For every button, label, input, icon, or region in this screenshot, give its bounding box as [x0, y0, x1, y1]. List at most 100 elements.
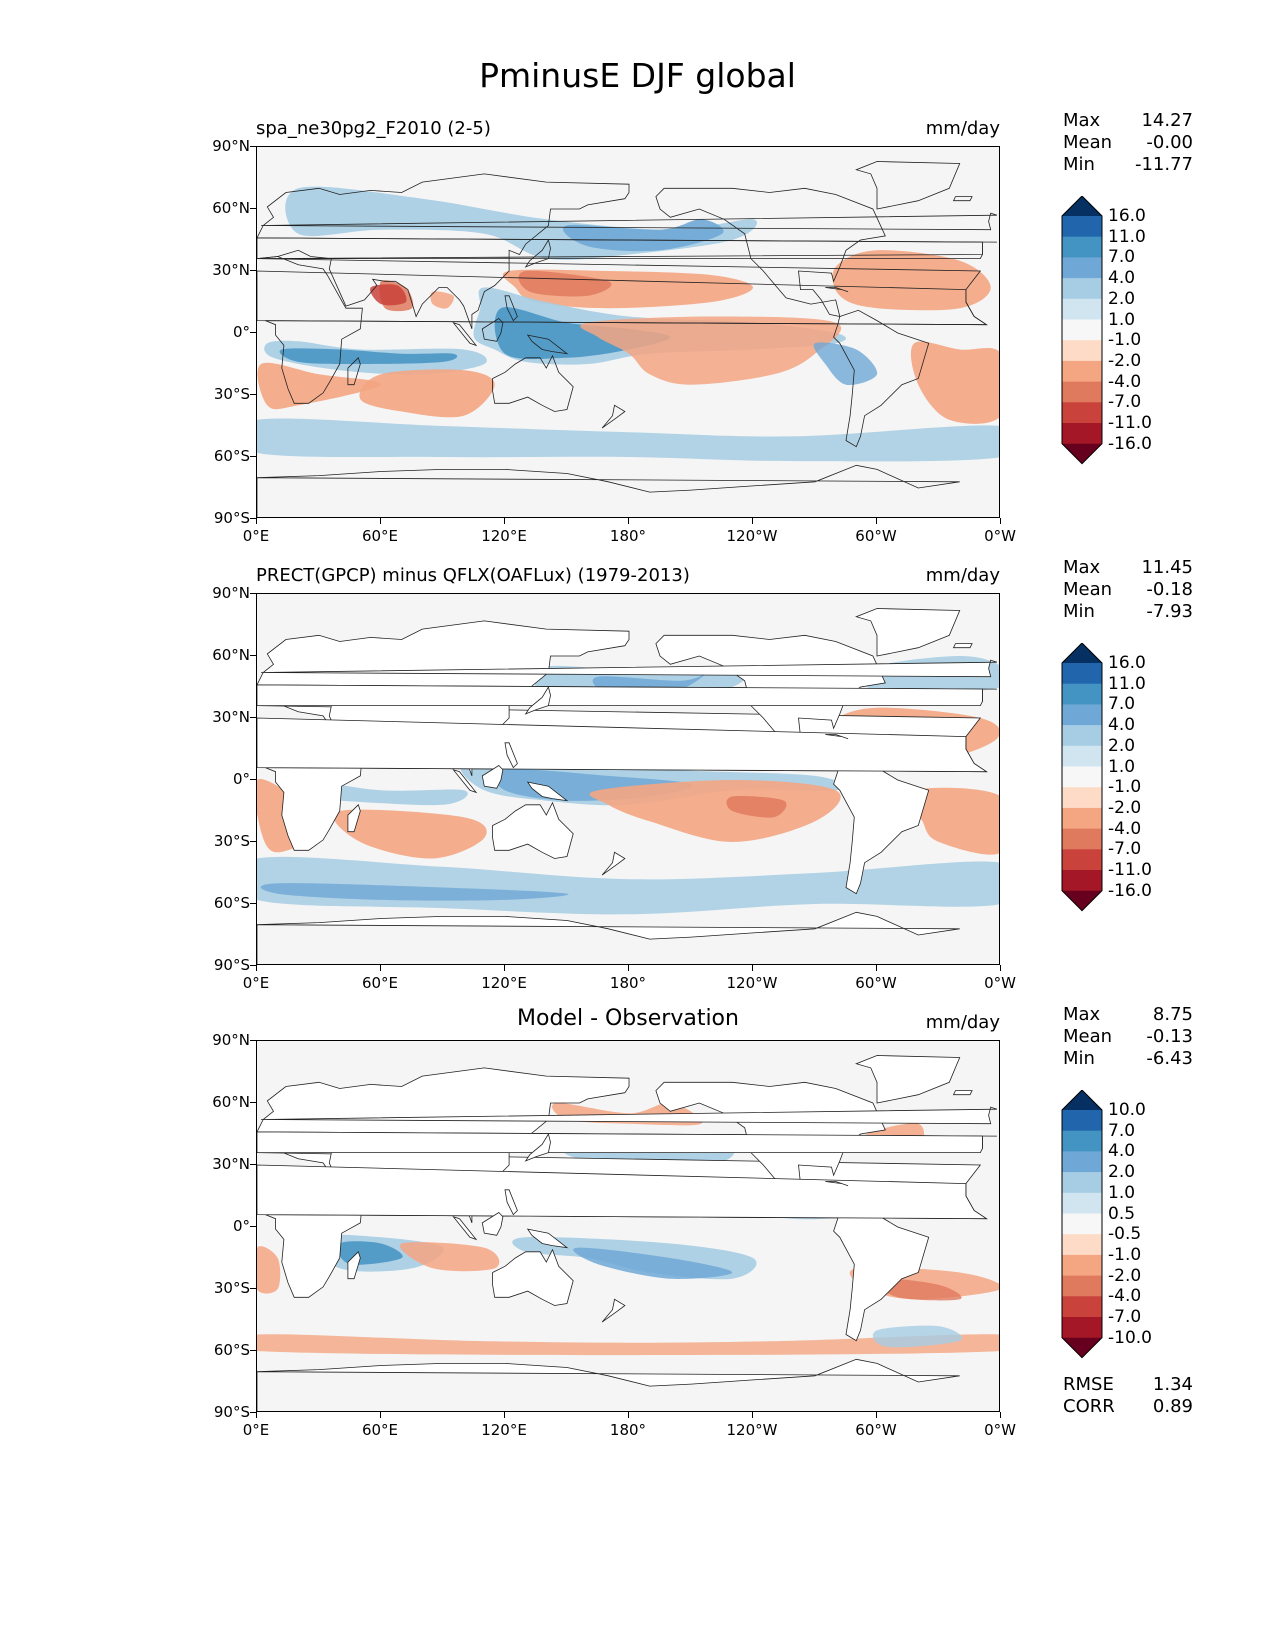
coastline-africa_w [257, 717, 988, 773]
field-contour-region [726, 795, 787, 818]
colorbar-segment [1062, 766, 1102, 788]
colorbar-tick-label: 4.0 [1108, 268, 1136, 289]
lat-tick-mark [250, 655, 256, 656]
colorbar-tick-label: -4.0 [1108, 1286, 1142, 1307]
colorbar-tick-label: 4.0 [1108, 715, 1136, 736]
coastline-nz [601, 1298, 626, 1323]
colorbar-tick-label: 11.0 [1108, 673, 1146, 694]
stat-label: Mean [1063, 579, 1113, 600]
colorbar-segment [1062, 319, 1102, 341]
colorbar-tick-label: 7.0 [1108, 1120, 1136, 1141]
colorbar-segment [1062, 870, 1102, 892]
coastline-europe_w [257, 237, 997, 259]
lat-tick-mark [250, 717, 256, 718]
lon-tick-mark [256, 518, 257, 524]
colorbar-tick-label: 7.0 [1108, 247, 1136, 268]
colorbar-tick-label: 16.0 [1108, 206, 1146, 226]
lon-tick-mark [628, 518, 629, 524]
lat-tick-label: 90°S [213, 956, 250, 974]
colorbar-tick-label: 4.0 [1108, 1141, 1136, 1162]
colorbar-outline [1061, 196, 1103, 465]
coastline-eurasia [257, 173, 983, 330]
field-contour-region [257, 362, 382, 410]
lon-tick-label: 0°W [984, 1421, 1016, 1439]
stat-label: Max [1063, 1004, 1101, 1025]
colorbar-tick-label: 10.0 [1108, 1100, 1146, 1120]
coastline-cuba [825, 1181, 849, 1187]
lat-tick-mark [250, 208, 256, 209]
coastline-europe_w [257, 1131, 997, 1153]
map-plot [256, 146, 1000, 518]
lat-tick-label: 30°N [212, 708, 250, 726]
map-svg [257, 161, 999, 517]
lat-tick-mark [250, 1164, 256, 1165]
coastline-nz [601, 851, 626, 876]
colorbar-tick-label: -1.0 [1108, 330, 1142, 351]
stat-value: 1.34 [1152, 1374, 1193, 1395]
colorbar-tick-label: 2.0 [1108, 1162, 1136, 1183]
colorbar-extend-min [1062, 1337, 1102, 1358]
summary-stats: Max 14.27 Mean -0.00 Min -11.77 [1063, 110, 1193, 176]
coastline-namerica [655, 187, 886, 318]
colorbar-tick-label: 1.0 [1108, 1182, 1136, 1203]
colorbar-segment [1062, 1213, 1102, 1235]
lat-tick-label: 0° [232, 323, 250, 341]
panel-title: Model - Observation [517, 1006, 739, 1031]
stat-value: -0.13 [1146, 1026, 1193, 1047]
map-plot [256, 593, 1000, 965]
map-svg [257, 608, 999, 964]
stat-value: -6.43 [1146, 1048, 1193, 1069]
lat-tick-mark [250, 1040, 256, 1041]
lat-tick-mark [250, 1350, 256, 1351]
colorbar-segment [1062, 663, 1102, 685]
colorbar-tick-label: -0.5 [1108, 1224, 1142, 1245]
colorbar-segment [1062, 298, 1102, 320]
colorbar-segment [1062, 725, 1102, 747]
lat-tick-mark [250, 903, 256, 904]
coastline-antarctica [257, 911, 960, 964]
field-contour-region [518, 270, 612, 297]
lat-tick-label: 90°S [213, 1403, 250, 1421]
colorbar-tick-label: -7.0 [1108, 839, 1142, 860]
lat-tick-label: 60°N [212, 646, 250, 664]
colorbar-segment [1062, 704, 1102, 726]
lat-tick-label: 90°N [212, 137, 250, 155]
colorbar-tick-label: 11.0 [1108, 226, 1146, 247]
field-contour-region [910, 341, 999, 424]
summary-stats: Max 11.45 Mean -0.18 Min -7.93 [1063, 557, 1193, 623]
lat-tick-mark [250, 332, 256, 333]
lon-tick-label: 120°E [481, 527, 527, 545]
coastline-samerica [833, 1203, 930, 1342]
field-contour-region [285, 186, 758, 260]
lon-tick-mark [504, 1412, 505, 1418]
colorbar-segment [1062, 423, 1102, 445]
field-contour-region [832, 250, 991, 311]
coastline-philippines [504, 1189, 518, 1216]
coastline-madagascar [347, 357, 361, 386]
colorbar-segment [1062, 381, 1102, 403]
colorbar-segment [1062, 1151, 1102, 1173]
colorbar-tick-label: -2.0 [1108, 797, 1142, 818]
colorbar-segment [1062, 1296, 1102, 1318]
lon-tick-label: 60°W [855, 527, 897, 545]
field-contour-region [257, 1334, 999, 1356]
colorbar-tick-label: -1.0 [1108, 1244, 1142, 1265]
field-contour-region [909, 787, 999, 855]
colorbar-segment [1062, 340, 1102, 362]
lon-tick-label: 0°E [242, 974, 270, 992]
coastline-newguinea [526, 1228, 569, 1249]
lat-tick-mark [250, 593, 256, 594]
lat-tick-mark [250, 841, 256, 842]
coastline-europe_w [257, 684, 997, 706]
colorbar-tick-label: -16.0 [1108, 880, 1152, 901]
colorbar-tick-label: -11.0 [1108, 860, 1152, 880]
colorbar-tick-label: -16.0 [1108, 433, 1152, 454]
map-panel-3: Model - Observation mm/day 90°N 60°N 30°N 0° 3… [0, 1004, 1275, 1472]
colorbar-segment [1062, 1110, 1102, 1132]
lon-tick-label: 180° [609, 527, 647, 545]
coastline-japan [524, 685, 551, 715]
lon-tick-mark [876, 965, 877, 971]
coastline-philippines [504, 742, 518, 769]
stat-value: -11.77 [1134, 154, 1193, 175]
lon-tick-label: 120°E [481, 974, 527, 992]
